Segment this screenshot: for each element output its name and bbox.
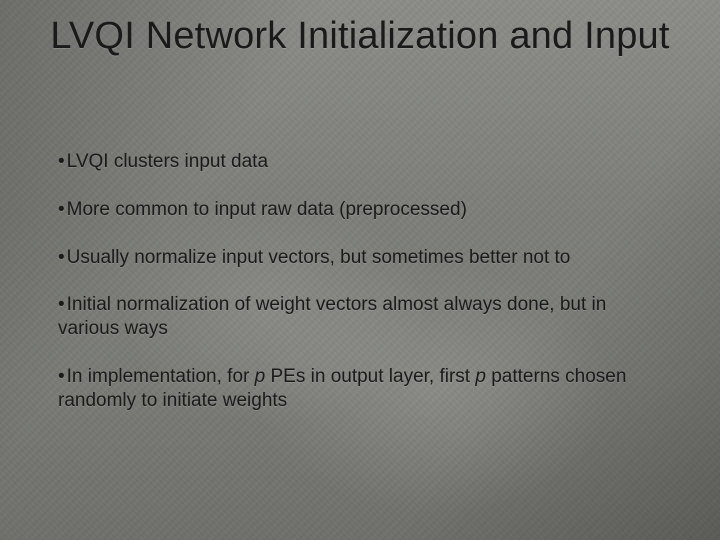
bullet-icon: •: [58, 293, 65, 317]
bullet-item: •More common to input raw data (preproce…: [58, 198, 672, 222]
bullet-text: LVQI clusters input data: [67, 151, 268, 172]
slide-title: LVQI Network Initialization and Input: [0, 14, 720, 59]
bullet-text: Initial normalization of weight vectors …: [58, 294, 606, 339]
bullet-item: •In implementation, for p PEs in output …: [58, 365, 672, 413]
bullet-icon: •: [58, 365, 65, 389]
bullet-icon: •: [58, 150, 65, 174]
bullet-text-part: In implementation, for: [67, 366, 255, 387]
bullet-text-italic: p: [255, 366, 266, 387]
bullet-item: •LVQI clusters input data: [58, 150, 672, 174]
bullet-text-part: PEs in output layer, first: [265, 366, 475, 387]
slide-body: •LVQI clusters input data •More common t…: [58, 150, 672, 436]
bullet-item: •Usually normalize input vectors, but so…: [58, 246, 672, 270]
bullet-text: More common to input raw data (preproces…: [67, 199, 467, 220]
bullet-icon: •: [58, 246, 65, 270]
bullet-text-italic: p: [475, 366, 486, 387]
bullet-text: Usually normalize input vectors, but som…: [67, 247, 571, 268]
bullet-icon: •: [58, 198, 65, 222]
slide: LVQI Network Initialization and Input •L…: [0, 0, 720, 540]
bullet-item: •Initial normalization of weight vectors…: [58, 293, 672, 341]
